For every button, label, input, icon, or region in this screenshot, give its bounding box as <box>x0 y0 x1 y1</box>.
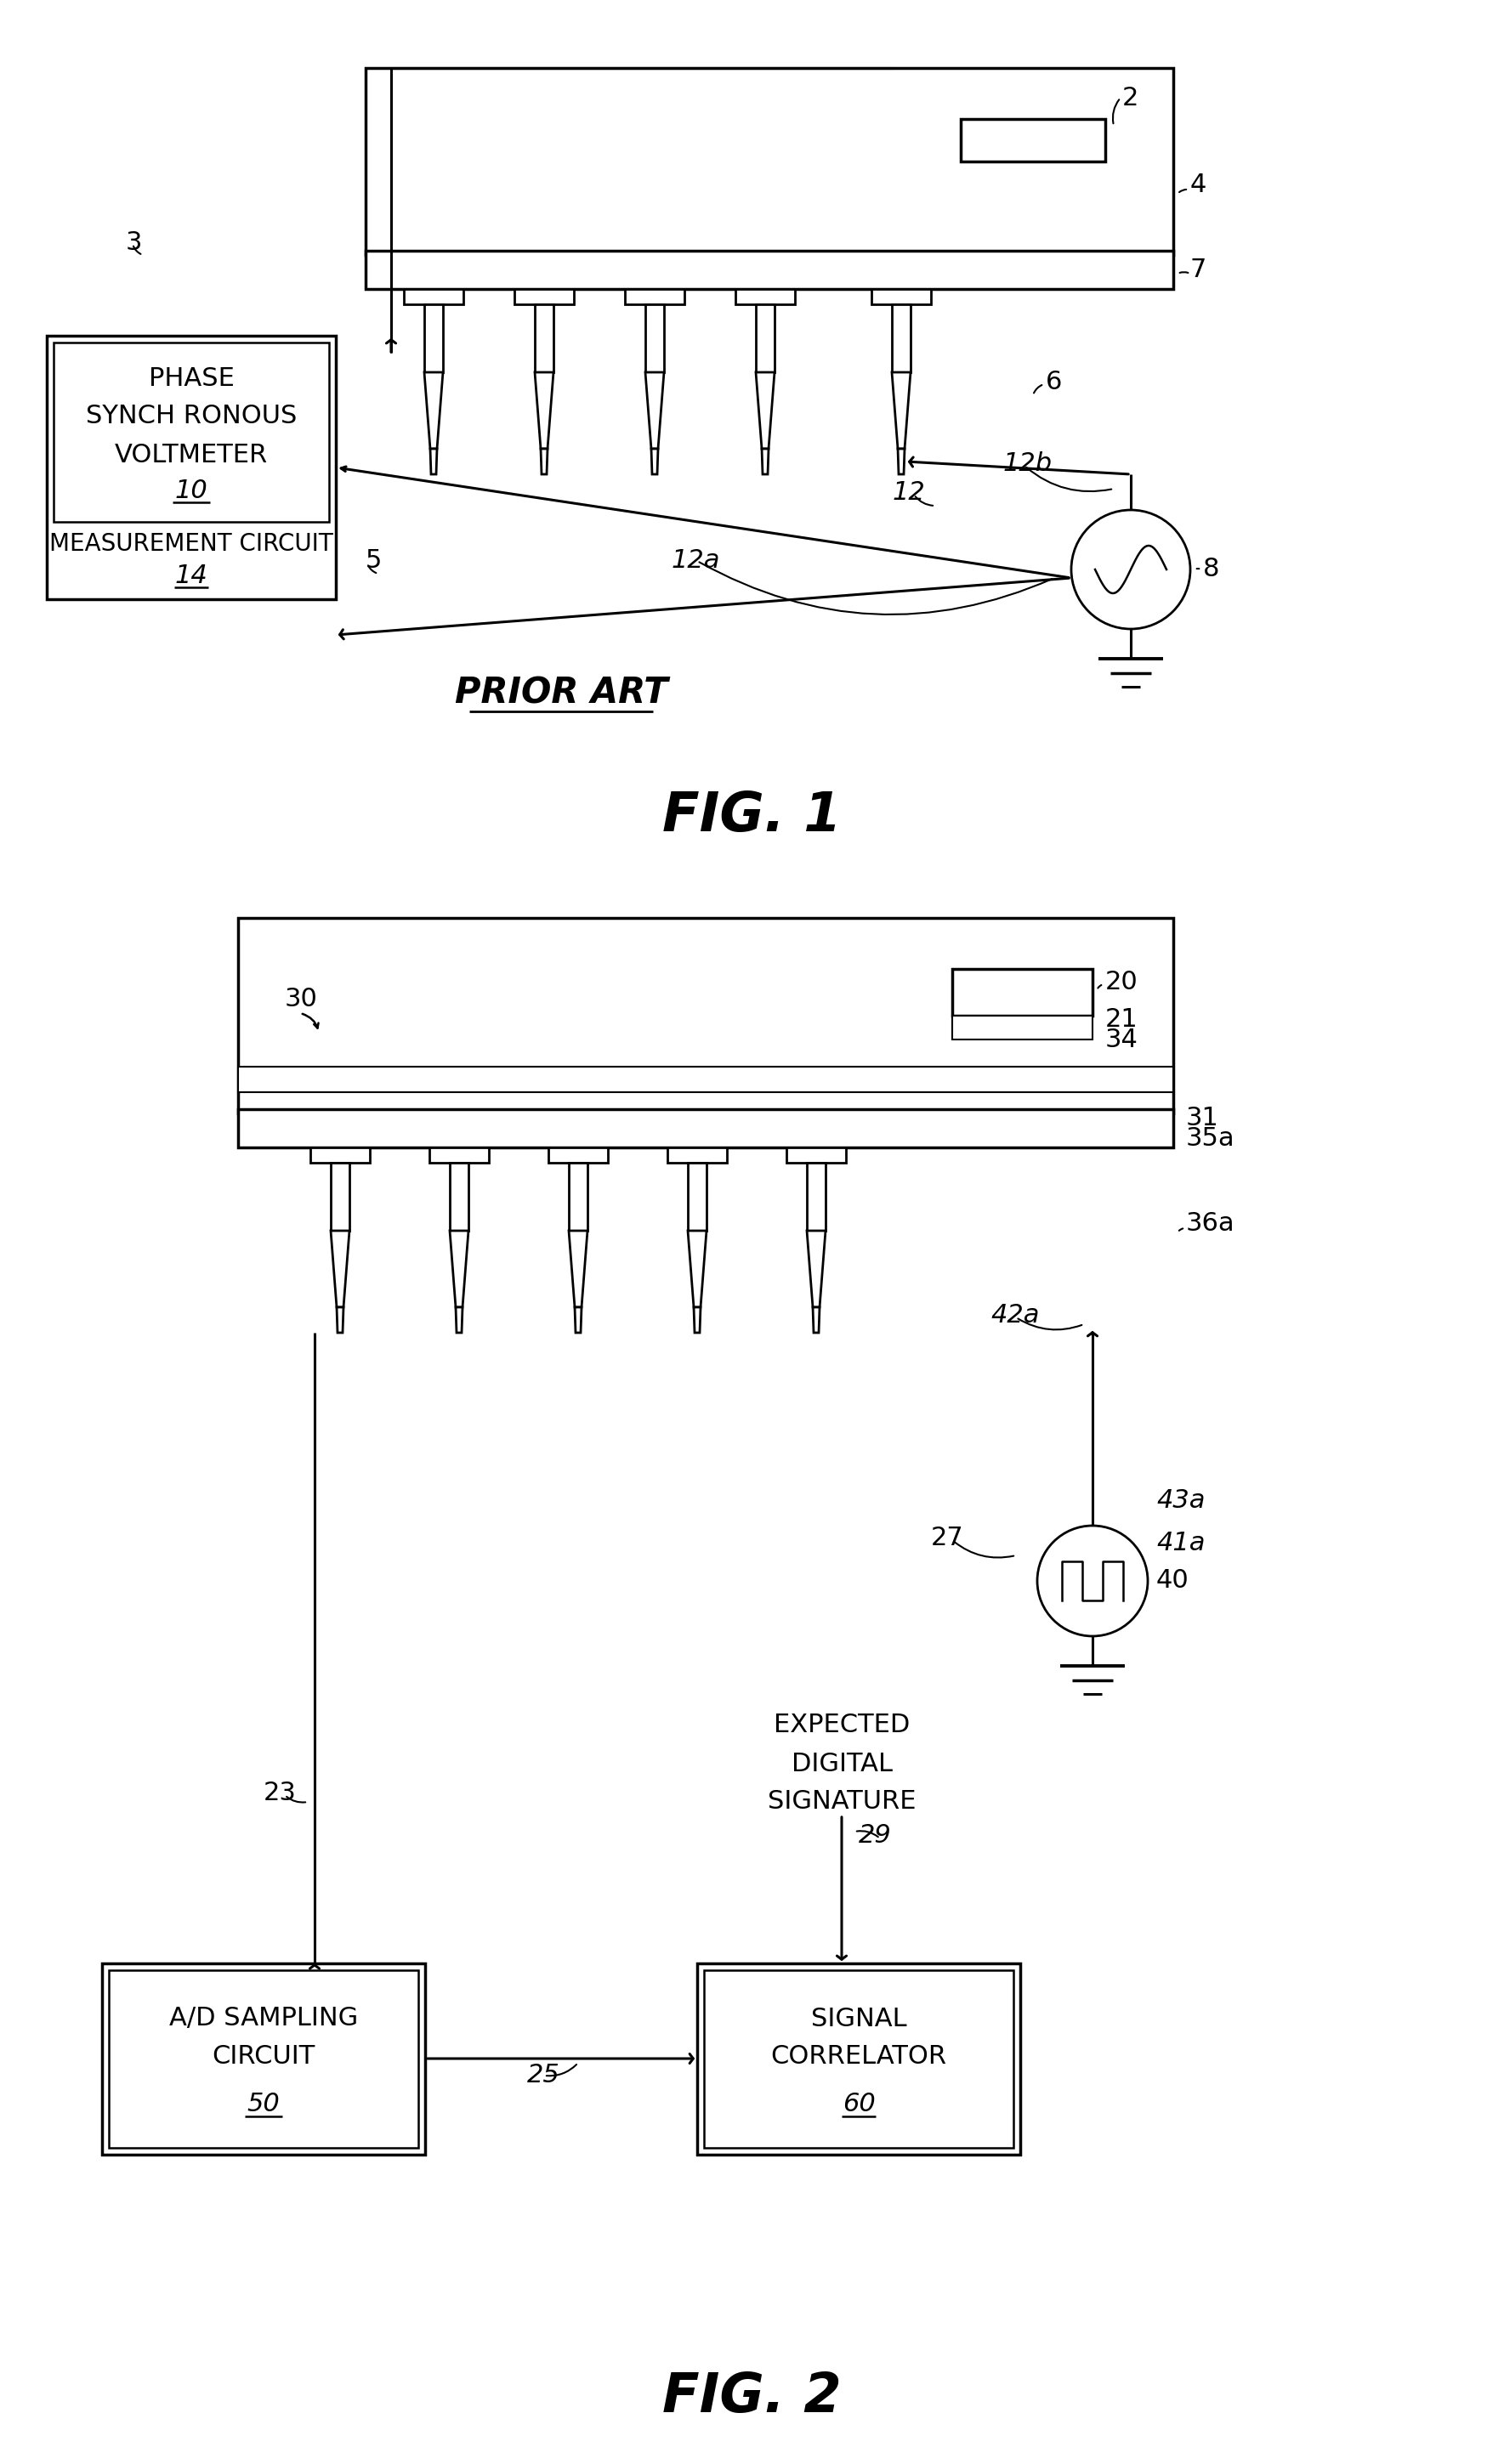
Polygon shape <box>693 1308 701 1333</box>
Text: 12a: 12a <box>672 549 720 574</box>
Bar <box>535 303 553 372</box>
Bar <box>806 1163 826 1230</box>
Text: 20: 20 <box>1105 968 1139 993</box>
Polygon shape <box>806 1230 826 1308</box>
Polygon shape <box>535 372 553 448</box>
Bar <box>961 118 1105 163</box>
Bar <box>331 1163 349 1230</box>
Bar <box>450 1163 468 1230</box>
Text: MEASUREMENT CIRCUIT: MEASUREMENT CIRCUIT <box>50 532 334 557</box>
Polygon shape <box>892 372 910 448</box>
Polygon shape <box>687 1230 707 1308</box>
Text: 12: 12 <box>893 480 925 505</box>
Polygon shape <box>331 1230 349 1308</box>
Polygon shape <box>645 372 663 448</box>
Text: 43a: 43a <box>1157 1488 1205 1513</box>
Polygon shape <box>456 1308 463 1333</box>
Text: VOLTMETER: VOLTMETER <box>114 444 268 468</box>
Polygon shape <box>424 372 444 448</box>
Bar <box>365 69 1173 254</box>
Text: 8: 8 <box>1203 557 1220 582</box>
Bar <box>687 1163 707 1230</box>
Text: 5: 5 <box>365 549 382 574</box>
Polygon shape <box>575 1308 582 1333</box>
Bar <box>47 335 335 599</box>
Bar <box>645 303 663 372</box>
Text: 29: 29 <box>859 1823 892 1848</box>
Text: 36a: 36a <box>1187 1212 1235 1237</box>
Polygon shape <box>430 448 438 473</box>
Bar <box>698 1964 1020 2154</box>
Bar <box>424 303 444 372</box>
Text: 35a: 35a <box>1187 1126 1235 1151</box>
Bar <box>310 1148 370 1163</box>
Bar <box>624 288 684 303</box>
Bar <box>668 1148 726 1163</box>
Polygon shape <box>763 448 769 473</box>
Bar <box>549 1148 608 1163</box>
Text: 21: 21 <box>1105 1008 1139 1032</box>
Text: SIGNAL: SIGNAL <box>811 2006 907 2030</box>
Text: 30: 30 <box>284 986 317 1010</box>
Text: 2: 2 <box>1122 86 1139 111</box>
Text: 50: 50 <box>247 2092 280 2117</box>
Bar <box>102 1964 426 2154</box>
Bar <box>238 1067 1173 1092</box>
Bar <box>704 1971 1014 2149</box>
Text: 42a: 42a <box>991 1303 1039 1328</box>
Polygon shape <box>541 448 547 473</box>
Polygon shape <box>651 448 659 473</box>
Polygon shape <box>757 372 775 448</box>
Text: 41a: 41a <box>1157 1530 1205 1555</box>
Bar <box>429 1148 489 1163</box>
Bar <box>757 303 775 372</box>
Text: 25: 25 <box>526 2062 559 2087</box>
Text: 7: 7 <box>1190 259 1206 283</box>
Text: 4: 4 <box>1190 172 1206 197</box>
Polygon shape <box>898 448 904 473</box>
Bar <box>365 251 1173 288</box>
Bar <box>569 1163 588 1230</box>
Text: 12b: 12b <box>1003 451 1053 476</box>
Text: SIGNATURE: SIGNATURE <box>767 1789 916 1814</box>
Bar <box>405 288 463 303</box>
Text: 40: 40 <box>1157 1570 1190 1594</box>
Text: PRIOR ART: PRIOR ART <box>454 675 668 710</box>
Text: 27: 27 <box>931 1525 964 1550</box>
Bar <box>871 288 931 303</box>
Text: FIG. 2: FIG. 2 <box>662 2370 841 2422</box>
Polygon shape <box>450 1230 468 1308</box>
Text: 10: 10 <box>174 478 208 503</box>
Text: 60: 60 <box>842 2092 875 2117</box>
Text: CORRELATOR: CORRELATOR <box>770 2045 946 2070</box>
Text: DIGITAL: DIGITAL <box>791 1752 892 1777</box>
Polygon shape <box>337 1308 343 1333</box>
Bar <box>54 342 329 522</box>
Text: 31: 31 <box>1187 1106 1220 1131</box>
Polygon shape <box>569 1230 588 1308</box>
Bar <box>108 1971 418 2149</box>
Bar <box>952 1015 1092 1040</box>
Text: 23: 23 <box>263 1781 296 1806</box>
Text: A/D SAMPLING: A/D SAMPLING <box>168 2006 358 2030</box>
Bar <box>238 1109 1173 1148</box>
Text: EXPECTED: EXPECTED <box>773 1712 910 1737</box>
Bar <box>952 968 1092 1015</box>
Bar <box>735 288 796 303</box>
Text: 14: 14 <box>174 564 208 589</box>
Bar <box>787 1148 845 1163</box>
Polygon shape <box>812 1308 820 1333</box>
Text: 6: 6 <box>1045 370 1062 394</box>
Text: 34: 34 <box>1105 1027 1139 1052</box>
Text: 3: 3 <box>126 229 143 254</box>
Text: CIRCUIT: CIRCUIT <box>212 2045 316 2070</box>
Bar <box>514 288 575 303</box>
Bar <box>892 303 910 372</box>
Text: SYNCH RONOUS: SYNCH RONOUS <box>86 404 296 429</box>
Text: PHASE: PHASE <box>149 365 235 392</box>
Bar <box>238 919 1173 1114</box>
Text: FIG. 1: FIG. 1 <box>662 788 841 843</box>
